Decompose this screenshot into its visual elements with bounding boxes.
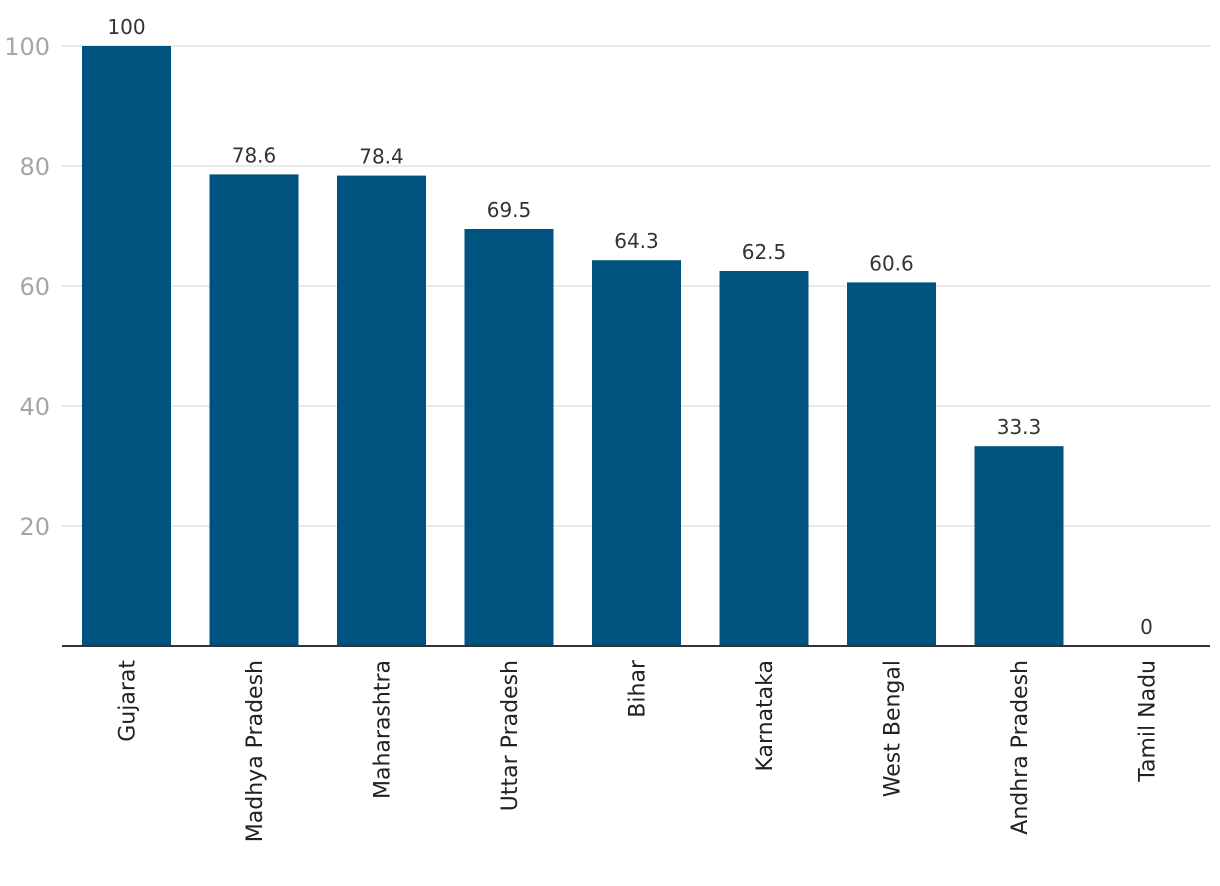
data-label: 62.5 [742, 240, 787, 264]
x-tick-label: Madhya Pradesh [243, 660, 268, 842]
y-axis-ticks: 20 40 60 80 100 [4, 33, 50, 541]
bar-west-bengal [847, 282, 936, 646]
bar-karnataka [719, 271, 809, 646]
data-label: 100 [107, 15, 145, 39]
y-tick-label: 40 [19, 393, 50, 421]
data-label: 78.4 [359, 145, 404, 169]
data-label: 64.3 [614, 229, 659, 253]
x-tick-label: Andhra Pradesh [1008, 660, 1033, 835]
bar-madhya-pradesh [209, 174, 299, 646]
data-labels: 100 78.6 78.4 69.5 64.3 62.5 60.6 33.3 0 [107, 15, 1152, 639]
data-label: 0 [1140, 615, 1153, 639]
bar-uttar-pradesh [464, 229, 554, 646]
bar-bihar [592, 260, 681, 646]
y-tick-label: 20 [19, 513, 50, 541]
y-tick-label: 100 [4, 33, 50, 61]
x-tick-label: Tamil Nadu [1136, 660, 1161, 783]
data-label: 69.5 [487, 198, 532, 222]
data-label: 60.6 [869, 251, 914, 275]
x-tick-label: Bihar [626, 659, 651, 718]
data-label: 78.6 [232, 143, 277, 167]
bar-maharashtra [337, 175, 426, 646]
x-tick-label: Uttar Pradesh [498, 660, 523, 811]
y-tick-label: 60 [19, 273, 50, 301]
x-tick-label: Karnataka [753, 660, 778, 772]
x-axis-labels: Gujarat Madhya Pradesh Maharashtra Uttar Pr… [116, 659, 1161, 842]
bar-andhra-pradesh [974, 446, 1064, 646]
y-tick-label: 80 [19, 153, 50, 181]
data-label: 33.3 [997, 415, 1042, 439]
x-tick-label: Gujarat [116, 660, 141, 742]
bar-gujarat [82, 46, 171, 646]
x-tick-label: Maharashtra [371, 660, 396, 799]
bars [82, 46, 1064, 646]
x-tick-label: West Bengal [881, 660, 906, 797]
